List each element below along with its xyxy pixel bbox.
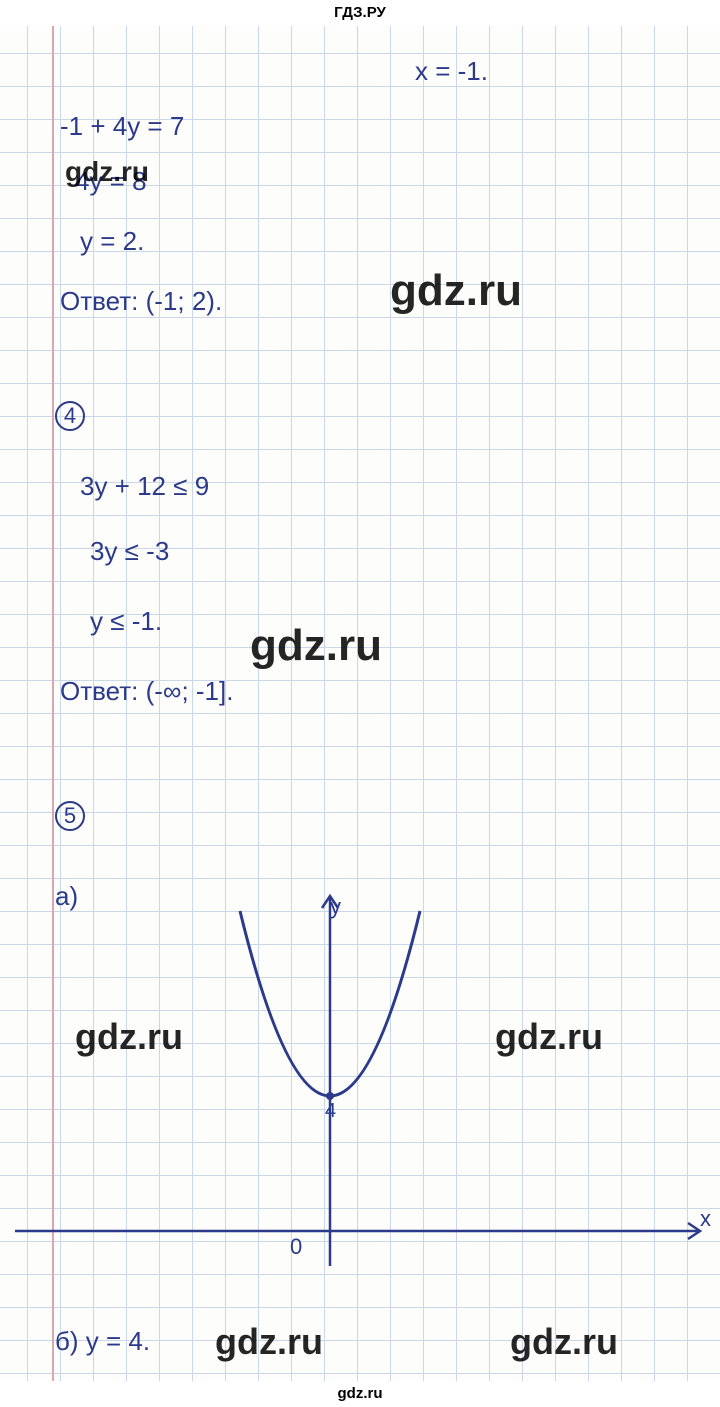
watermark: gdz.ru — [495, 1016, 603, 1058]
line-x-equals: x = -1. — [415, 56, 488, 87]
question-4-marker: 4 — [55, 401, 85, 431]
page-footer: gdz.ru — [0, 1381, 720, 1407]
parabola-graph — [15, 896, 715, 1296]
answer-2: Ответ: (-∞; -1]. — [60, 676, 233, 707]
line-ineq3: y ≤ -1. — [90, 606, 162, 637]
line-eq1: -1 + 4y = 7 — [60, 111, 184, 142]
part-b: б) y = 4. — [55, 1326, 150, 1357]
question-4-number: 4 — [64, 403, 76, 428]
watermark: gdz.ru — [510, 1321, 618, 1363]
watermark: gdz.ru — [75, 1016, 183, 1058]
line-ineq2: 3y ≤ -3 — [90, 536, 169, 567]
watermark: gdz.ru — [250, 621, 382, 671]
line-ineq1: 3y + 12 ≤ 9 — [80, 471, 209, 502]
question-5-number: 5 — [64, 803, 76, 828]
footer-text: gdz.ru — [338, 1385, 383, 1402]
question-5-marker: 5 — [55, 801, 85, 831]
answer-1: Ответ: (-1; 2). — [60, 286, 222, 317]
watermark: gdz.ru — [215, 1321, 323, 1363]
notebook-paper: x = -1. -1 + 4y = 7 4y = 8 y = 2. Ответ:… — [0, 26, 720, 1381]
watermark: gdz.ru — [390, 266, 522, 316]
line-eq3: y = 2. — [80, 226, 144, 257]
header-text: ГДЗ.РУ — [334, 4, 386, 21]
watermark: gdz.ru — [65, 156, 149, 188]
page-header: ГДЗ.РУ — [0, 0, 720, 26]
